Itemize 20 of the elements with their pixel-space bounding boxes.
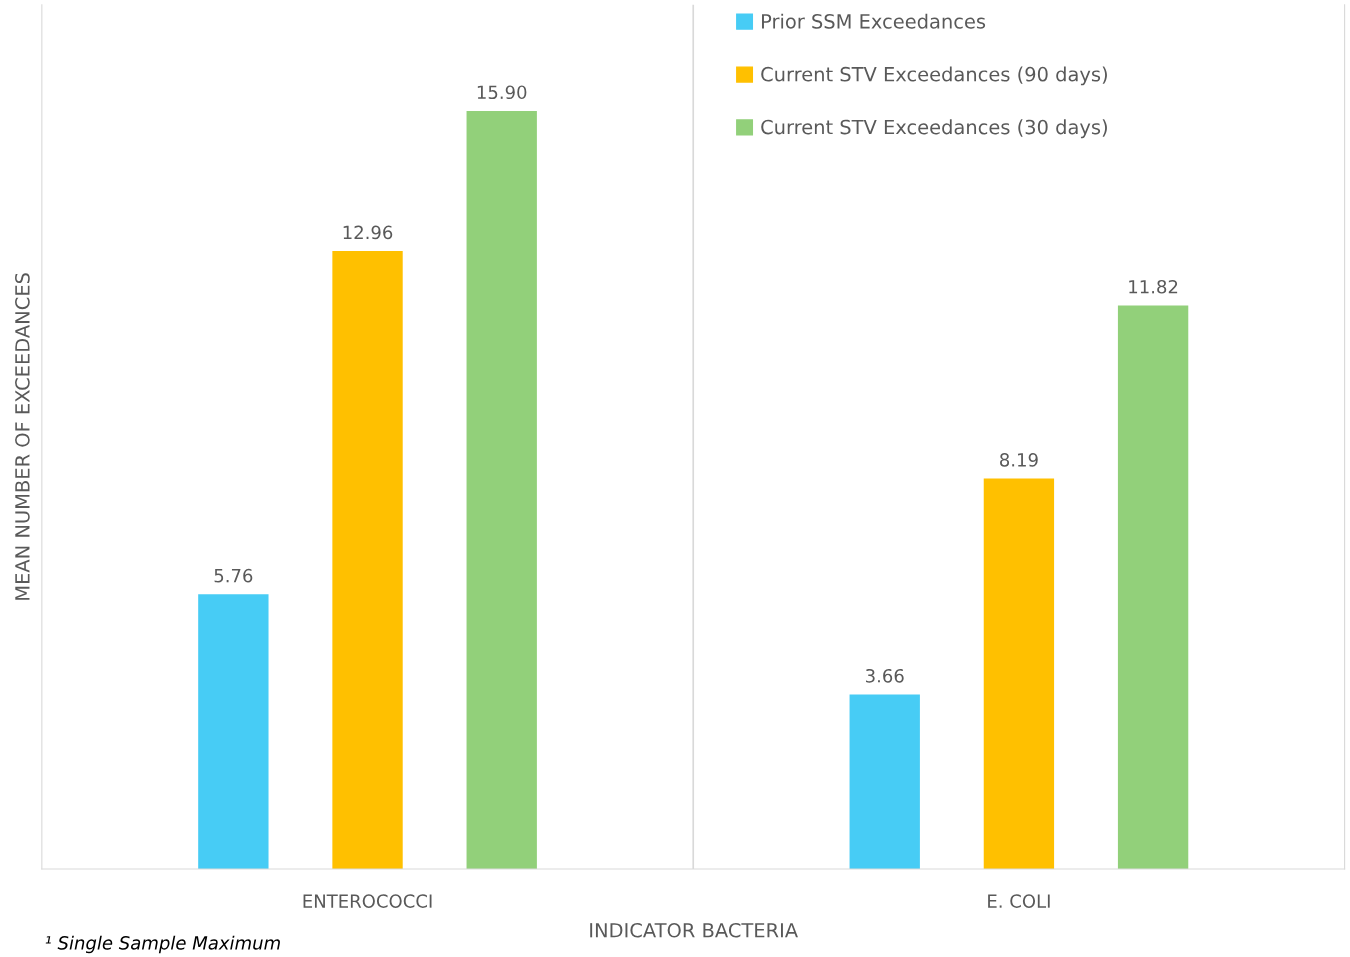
x-tick-label: ENTEROCOCCI bbox=[303, 894, 432, 908]
data-label: 11.82 bbox=[1129, 279, 1178, 294]
x-axis-title: INDICATOR BACTERIA bbox=[590, 922, 798, 938]
x-tick-label: E. COLI bbox=[988, 894, 1050, 908]
text: ¹ Single Sample Maximum bbox=[45, 935, 280, 954]
bar bbox=[332, 251, 403, 869]
y-axis-title: MEAN NUMBER OF EXCEEDANCES bbox=[15, 273, 30, 600]
data-label: 8.19 bbox=[1000, 453, 1038, 467]
bar bbox=[983, 478, 1055, 869]
bar bbox=[198, 594, 269, 869]
data-label: 3.66 bbox=[866, 668, 904, 683]
bar bbox=[1117, 305, 1189, 869]
legend-label: Prior SSM Exceedances bbox=[762, 13, 986, 29]
data-label: 5.76 bbox=[214, 568, 253, 583]
data-label: 12.96 bbox=[343, 225, 393, 240]
legend-label: Current STV Exceedances (30 days) bbox=[761, 119, 1107, 139]
data-label: 15.90 bbox=[477, 85, 527, 100]
legend-label: Current STV Exceedances (90 days) bbox=[761, 66, 1107, 86]
bar bbox=[466, 110, 537, 869]
bar bbox=[849, 694, 920, 869]
